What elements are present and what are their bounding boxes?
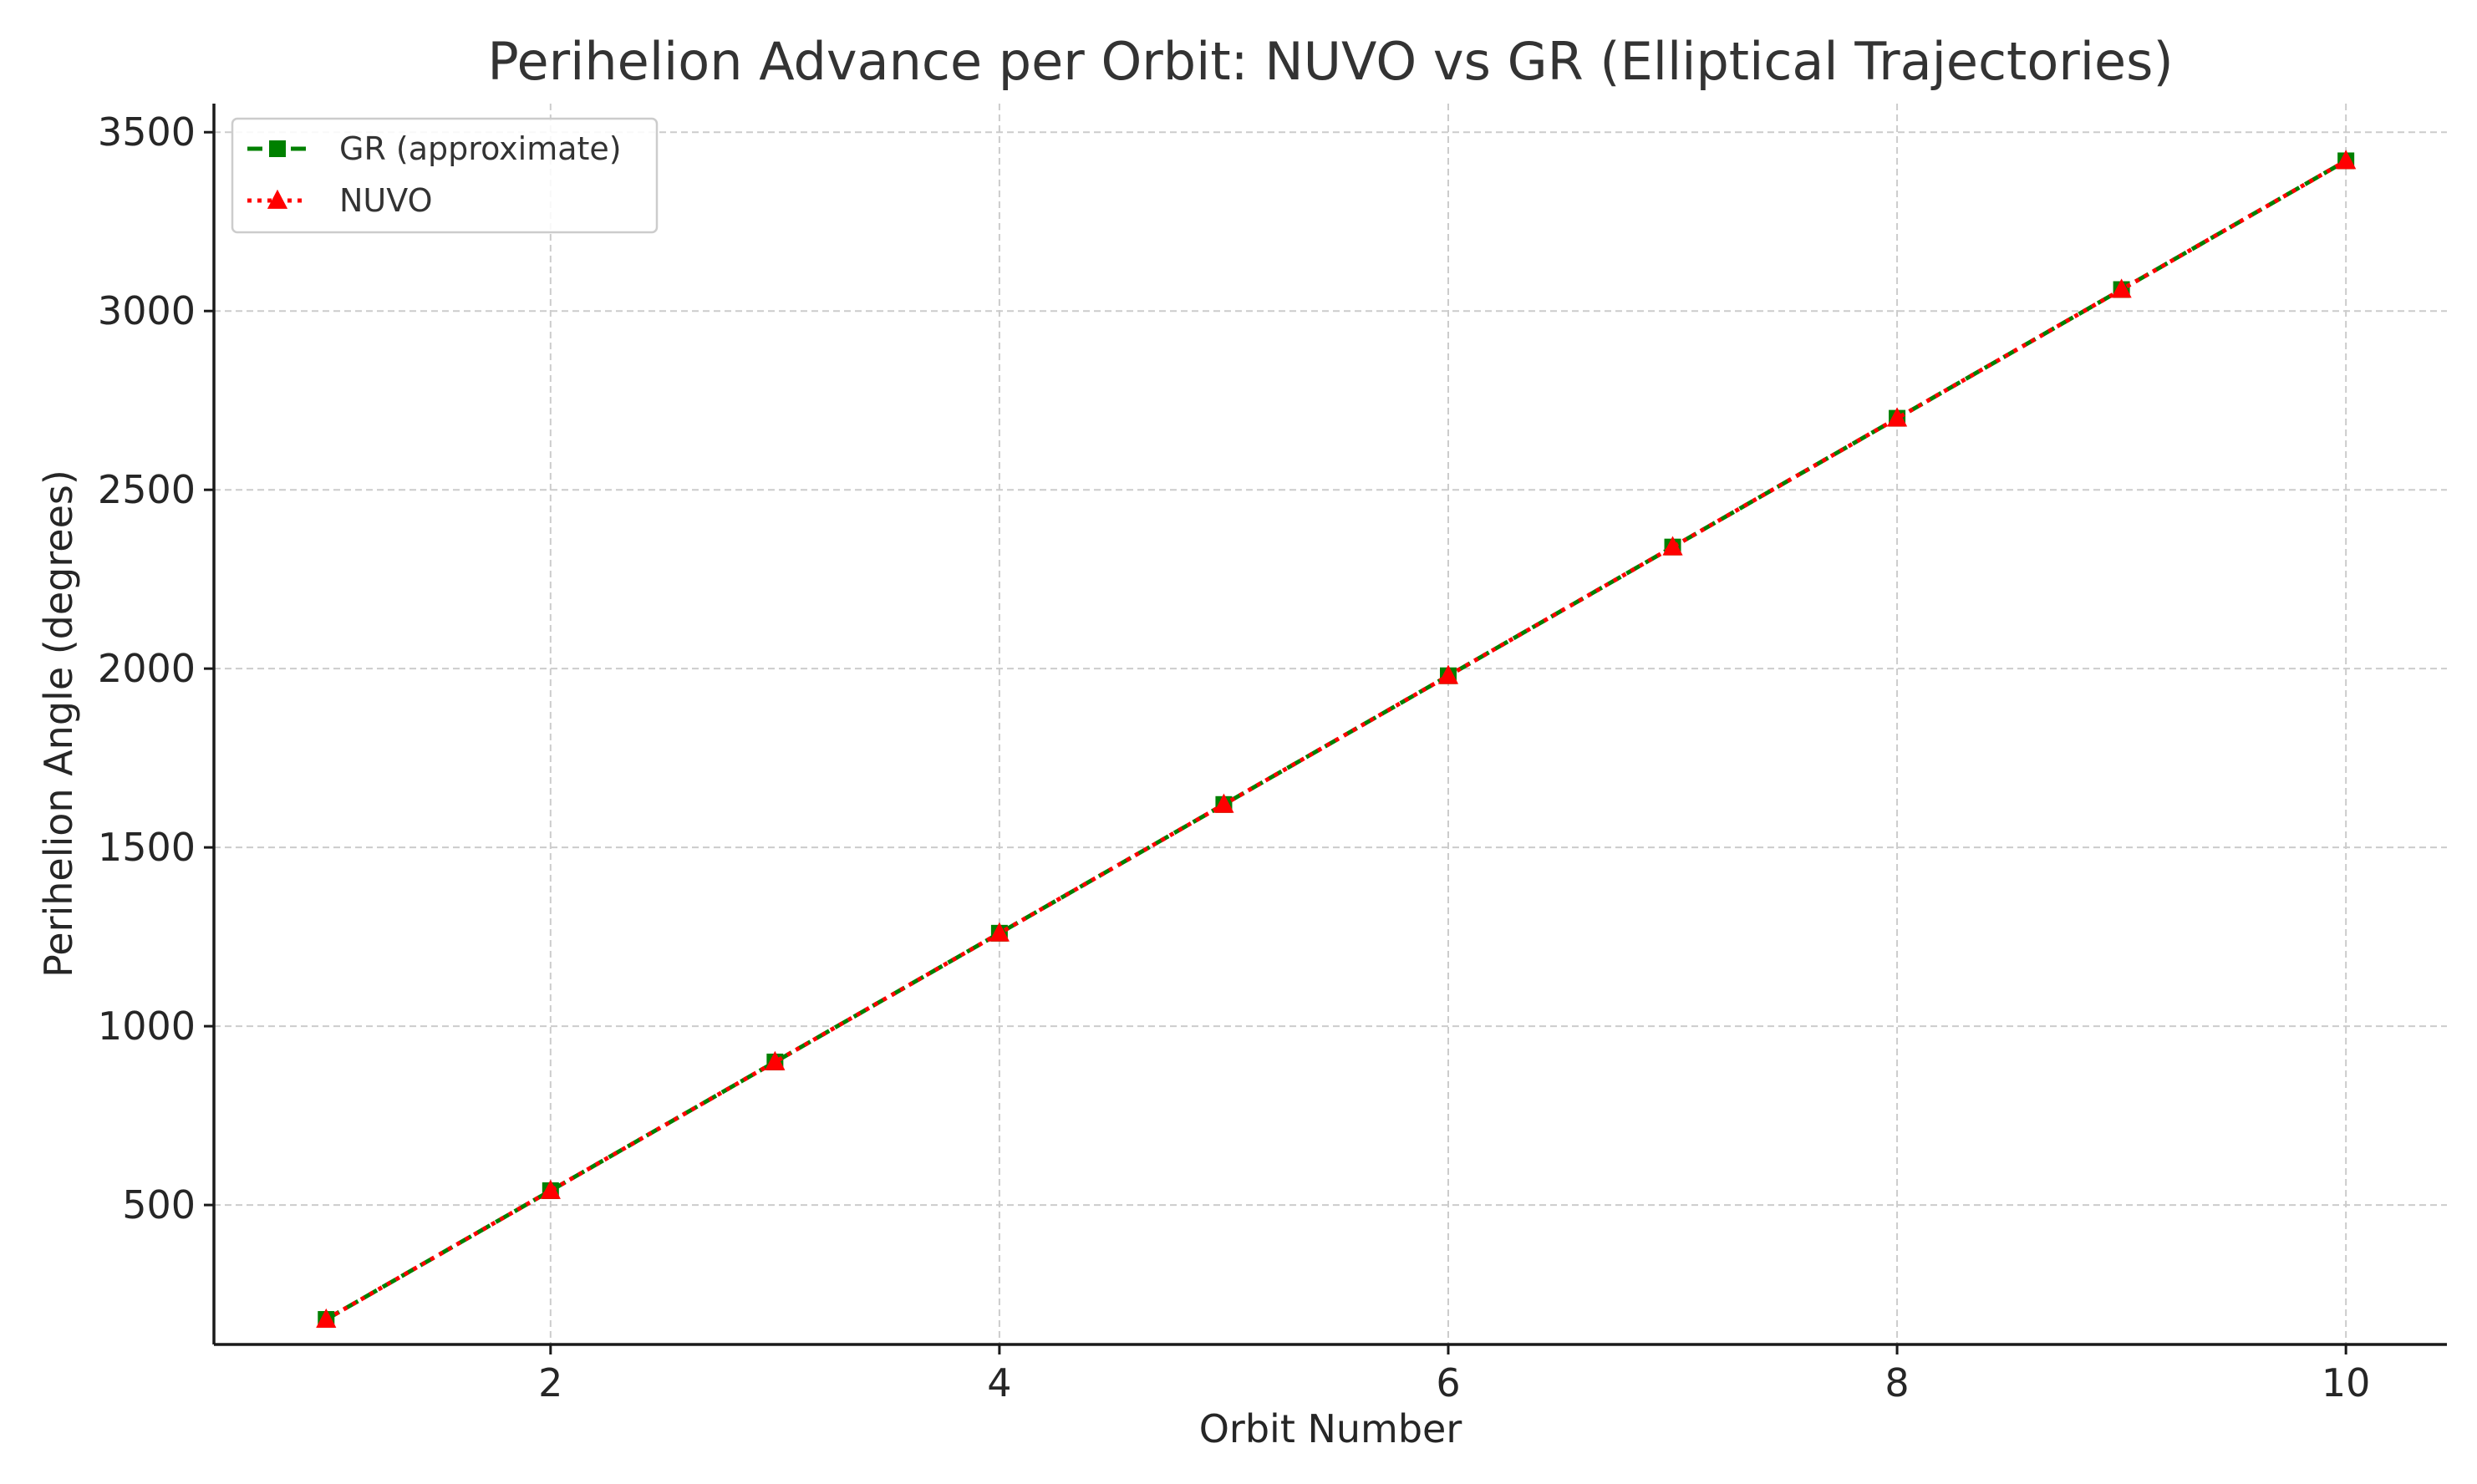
- data-point: [316, 1308, 337, 1328]
- legend-box: [231, 117, 659, 234]
- data-point: [1437, 664, 1459, 684]
- chart-title: Perihelion Advance per Orbit: NUVO vs GR…: [487, 31, 2173, 92]
- data-point: [989, 922, 1010, 942]
- data-point: [765, 1050, 786, 1070]
- data-point: [1213, 793, 1234, 813]
- data-point: [1662, 536, 1683, 556]
- y-tick-label: 1500: [98, 825, 196, 870]
- series-1: [316, 150, 2357, 1328]
- y-tick-label: 3500: [98, 109, 196, 155]
- legend: GR (approximate) NUVO: [231, 117, 659, 234]
- legend-label: NUVO: [339, 182, 432, 219]
- series-line: [325, 159, 2347, 1322]
- x-tick-label: 4: [987, 1360, 1011, 1405]
- data-point: [1886, 407, 1908, 427]
- legend-label: GR (approximate): [339, 130, 622, 167]
- x-tick-label: 6: [1436, 1360, 1460, 1405]
- data-point: [2336, 150, 2357, 170]
- legend-item: GR (approximate): [247, 130, 622, 167]
- legend-marker: [267, 189, 288, 209]
- tick-labels: 2 4 6 8 10 500 1000 1500 2000 2500 3000 3500: [98, 109, 2371, 1405]
- y-tick-label: 500: [122, 1182, 196, 1227]
- data-point: [540, 1179, 561, 1199]
- y-tick-label: 1000: [98, 1004, 196, 1049]
- data-point: [2111, 278, 2132, 298]
- y-tick-label: 2500: [98, 467, 196, 512]
- legend-item: NUVO: [247, 182, 432, 219]
- x-tick-label: 8: [1884, 1360, 1909, 1405]
- series-layer: [316, 150, 2357, 1329]
- y-tick-label: 2000: [98, 646, 196, 691]
- x-tick-label: 2: [538, 1360, 562, 1405]
- y-tick-label: 3000: [98, 288, 196, 333]
- grid: [214, 104, 2447, 1344]
- y-axis-label: Perihelion Angle (degrees): [36, 470, 81, 978]
- legend-marker: [269, 140, 286, 157]
- x-tick-label: 10: [2322, 1360, 2371, 1405]
- x-axis-label: Orbit Number: [1199, 1406, 1462, 1451]
